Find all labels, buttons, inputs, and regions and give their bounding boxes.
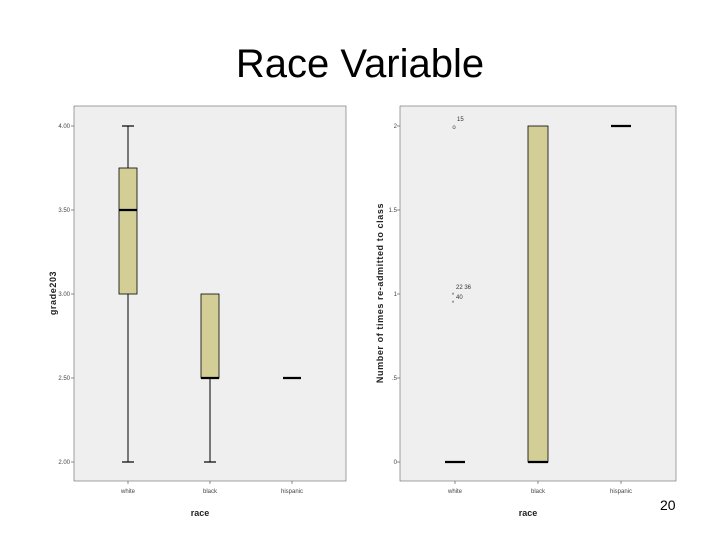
y-axis-title: Number of times re-admitted to class	[375, 203, 385, 383]
y-axis-title: grade203	[48, 271, 58, 315]
outlier-label: 40	[456, 295, 463, 301]
outlier-marker: *	[452, 293, 455, 299]
x-axis-title: race	[519, 508, 538, 518]
y-tick-label: .5	[392, 376, 398, 382]
x-tick-label: hispanic	[281, 489, 303, 495]
page-number: 20	[660, 497, 676, 513]
y-tick-label: 3.50	[58, 208, 70, 214]
box-iqr	[527, 125, 549, 463]
x-tick-label: white	[120, 489, 136, 495]
y-tick-label: 1.5	[389, 208, 398, 214]
outlier-marker: o	[452, 125, 456, 131]
box-iqr	[118, 167, 138, 295]
y-tick-label: 1	[394, 292, 398, 298]
outlier-label: 22 36	[456, 285, 472, 291]
slide-title: Race Variable	[235, 42, 485, 86]
y-tick-label: 4.00	[58, 124, 70, 130]
outlier-marker: *	[452, 301, 455, 307]
x-axis-title: race	[191, 508, 210, 518]
x-tick-label: white	[447, 489, 463, 495]
y-tick-label: 0	[394, 460, 398, 466]
y-tick-label: 2.50	[58, 376, 70, 382]
x-tick-label: hispanic	[610, 489, 632, 495]
outlier-label: 15	[457, 117, 464, 123]
y-tick-label: 3.00	[58, 292, 70, 298]
box-iqr	[200, 293, 220, 379]
x-tick-label: black	[531, 489, 546, 495]
y-tick-label: 2.00	[58, 460, 70, 466]
y-tick-label: 2	[394, 124, 398, 130]
x-tick-label: black	[203, 489, 218, 495]
